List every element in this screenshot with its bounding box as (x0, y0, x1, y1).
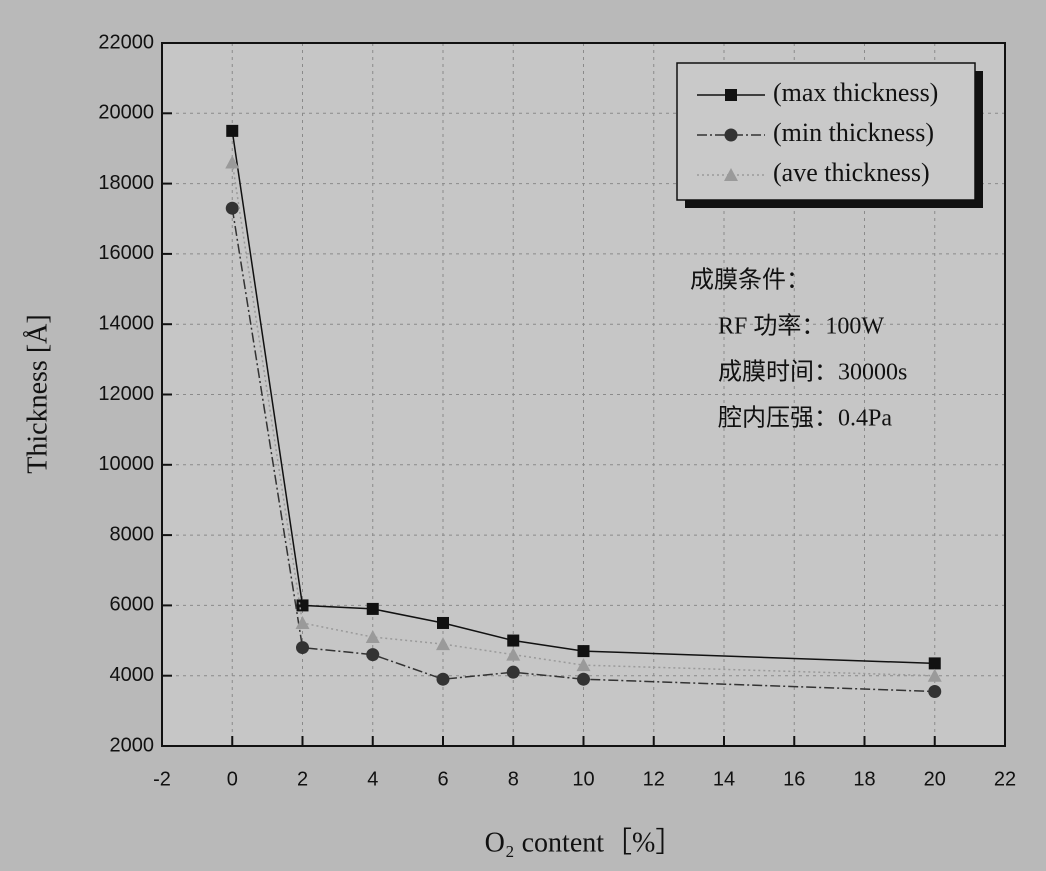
y-tick-label: 2000 (110, 734, 155, 756)
legend-marker (724, 128, 738, 142)
y-tick-label: 12000 (98, 383, 154, 405)
x-tick-label: 12 (643, 768, 665, 790)
y-tick-label: 10000 (98, 453, 154, 475)
x-tick-label: 10 (572, 768, 594, 790)
legend-label: (max thickness) (773, 78, 938, 107)
data-point (437, 616, 449, 629)
data-point (366, 648, 380, 662)
x-tick-label: -2 (153, 768, 171, 790)
x-tick-label: 22 (994, 768, 1016, 790)
data-point (436, 637, 450, 651)
legend-label: (min thickness) (773, 118, 934, 147)
y-tick-label: 16000 (98, 242, 154, 264)
y-tick-label: 20000 (98, 102, 154, 124)
data-point (365, 630, 380, 644)
y-axis-label: Thickness [Å] (22, 314, 53, 473)
data-point (296, 641, 309, 655)
annotation: 成膜条件： (690, 267, 810, 294)
y-tick-label: 4000 (110, 664, 155, 686)
y-tick-label: 18000 (98, 172, 154, 194)
x-tick-label: 14 (713, 768, 735, 790)
legend-marker (725, 89, 737, 101)
data-point (506, 665, 520, 679)
data-point (577, 672, 590, 686)
data-point (577, 645, 590, 658)
data-point (927, 668, 942, 682)
y-tick-label: 14000 (98, 312, 154, 334)
data-point (506, 647, 521, 661)
x-tick-label: 18 (853, 768, 875, 790)
x-tick-label: 0 (227, 768, 238, 790)
annotation: 成膜时间：30000s (718, 359, 907, 386)
x-tick-label: 6 (437, 768, 448, 790)
x-tick-label: 8 (508, 768, 519, 790)
data-point (507, 634, 520, 647)
y-tick-label: 22000 (98, 31, 154, 53)
data-point (436, 672, 450, 686)
x-axis-label: O₂ content［%］ (485, 826, 684, 858)
data-point (366, 602, 379, 615)
annotation: 腔内压强：0.4Pa (718, 405, 892, 432)
x-tick-label: 4 (367, 768, 378, 790)
y-tick-label: 8000 (110, 523, 155, 545)
x-tick-label: 2 (297, 768, 308, 790)
data-point (226, 124, 239, 137)
data-point (225, 155, 240, 169)
data-point (928, 685, 942, 699)
data-point (576, 658, 591, 672)
legend-marker (724, 168, 738, 181)
data-point (225, 201, 239, 215)
x-tick-label: 20 (924, 768, 946, 790)
data-point (928, 657, 941, 670)
plot-frame (161, 42, 1006, 747)
legend-label: (ave thickness) (773, 158, 930, 187)
annotation: RF 功率：100W (718, 313, 884, 340)
data-point (295, 615, 310, 629)
y-tick-label: 6000 (110, 594, 155, 616)
data-point (296, 599, 309, 612)
x-tick-label: 16 (783, 768, 805, 790)
